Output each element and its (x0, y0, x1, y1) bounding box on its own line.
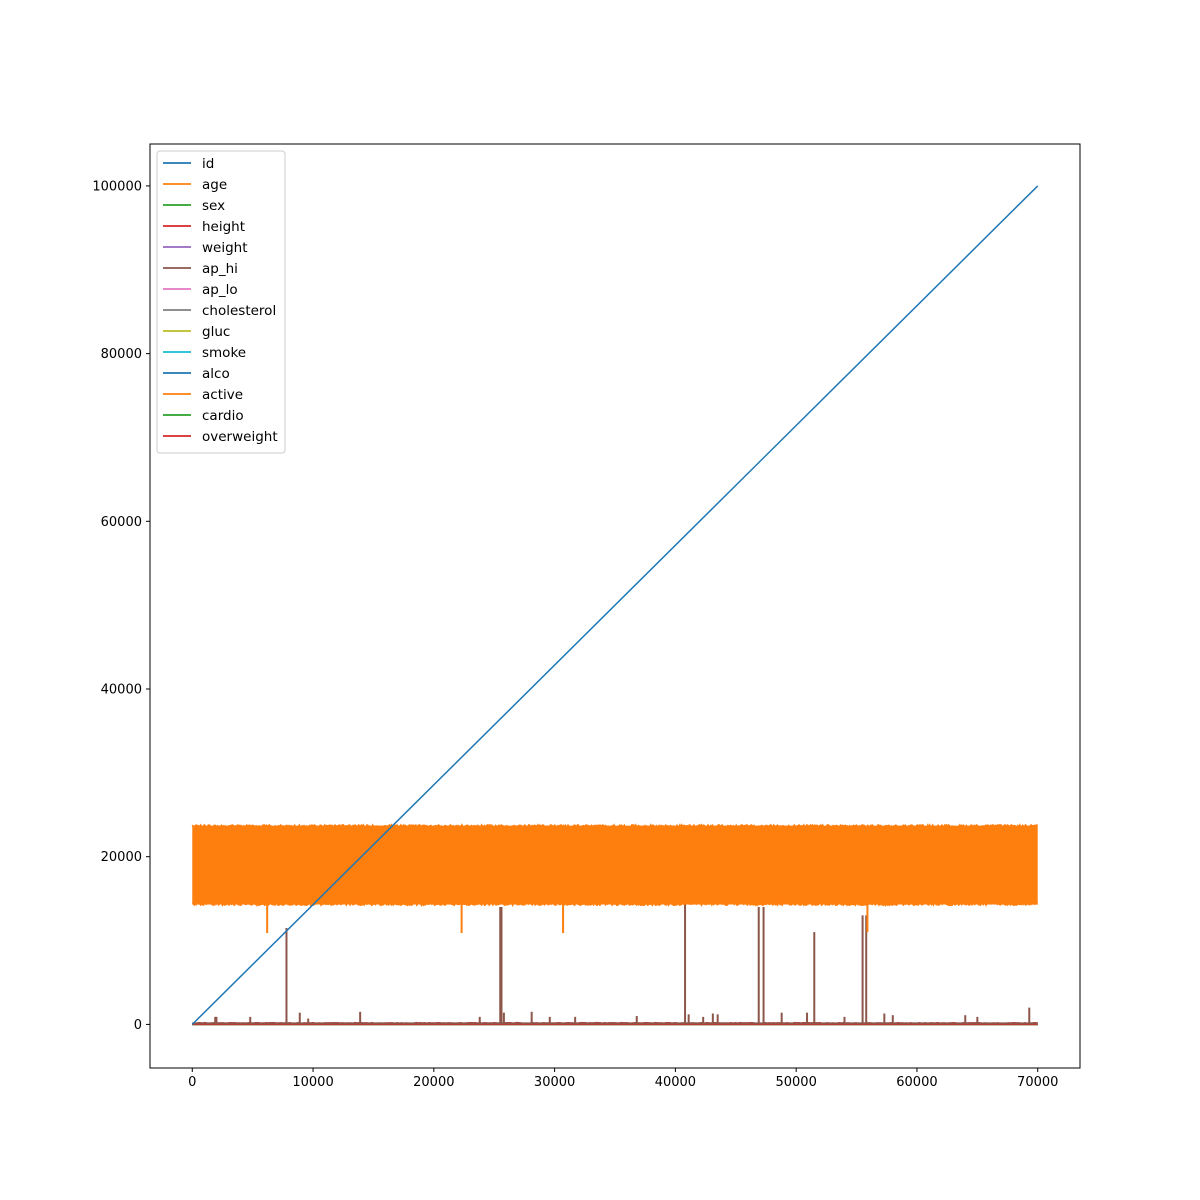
legend-label: height (202, 219, 245, 235)
legend-label: cholesterol (202, 303, 276, 319)
x-tick-label: 70000 (1017, 1075, 1058, 1090)
x-tick-label: 0 (188, 1075, 196, 1090)
series-layer (191, 185, 1039, 1026)
y-tick-label: 0 (134, 1018, 142, 1033)
legend-label: gluc (202, 324, 230, 340)
legend-label: overweight (202, 429, 278, 445)
legend-label: ap_hi (202, 261, 238, 277)
y-tick-label: 60000 (101, 515, 142, 530)
series-line-age (191, 823, 1039, 934)
y-tick-label: 20000 (101, 850, 142, 865)
legend-label: id (202, 156, 214, 172)
age-band-top-edge (191, 823, 1038, 830)
y-axis: 0 20000 40000 60000 80000 100000 (92, 179, 150, 1033)
series-line-id (191, 185, 1039, 1025)
x-tick-label: 50000 (775, 1075, 816, 1090)
plot-frame (149, 143, 1081, 1069)
x-tick-label: 60000 (896, 1075, 937, 1090)
legend: id age sex height weight ap_hi ap_lo cholestero… (156, 150, 286, 454)
x-tick-label: 30000 (534, 1075, 575, 1090)
legend-label: alco (202, 366, 230, 382)
legend-label: age (202, 177, 227, 193)
age-band-bottom-edge (191, 900, 1039, 908)
y-tick-label: 80000 (101, 347, 142, 362)
legend-label: ap_lo (202, 282, 238, 298)
legend-label: cardio (202, 408, 244, 424)
legend-label: active (202, 387, 243, 403)
x-axis: 0 10000 20000 30000 40000 50000 60000 70000 (188, 1068, 1058, 1090)
legend-label: smoke (202, 345, 246, 361)
age-band-fill (192, 825, 1038, 905)
legend-label: weight (202, 240, 248, 256)
x-tick-label: 10000 (292, 1075, 333, 1090)
legend-label: sex (202, 198, 225, 214)
x-tick-label: 40000 (655, 1075, 696, 1090)
y-tick-label: 100000 (92, 179, 142, 194)
x-tick-label: 20000 (413, 1075, 454, 1090)
y-tick-label: 40000 (101, 683, 142, 698)
